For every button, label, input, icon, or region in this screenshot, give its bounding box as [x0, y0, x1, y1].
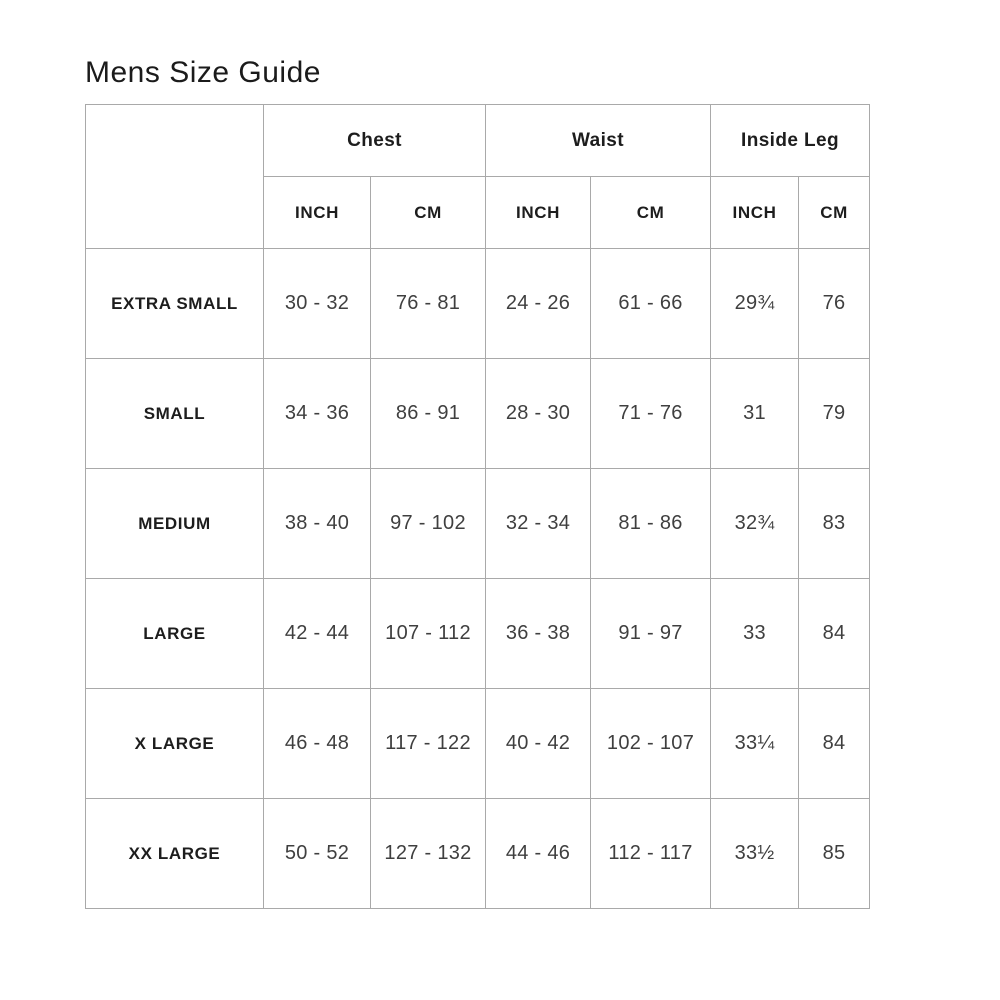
leg-inch-value: 31 [710, 358, 800, 469]
waist-cm-value: 112 - 117 [590, 798, 712, 909]
waist-inch-value: 44 - 46 [485, 798, 592, 909]
chest-cm-value: 117 - 122 [369, 688, 487, 799]
leg-cm-value: 83 [798, 468, 871, 579]
waist-cm-header: CM [590, 176, 712, 249]
chest-inch-value: 50 - 52 [263, 798, 371, 909]
size-label: XX LARGE [85, 798, 264, 909]
chest-inch-value: 42 - 44 [263, 578, 371, 689]
waist-inch-value: 36 - 38 [485, 578, 592, 689]
table-row: LARGE 42 - 44 107 - 112 36 - 38 91 - 97 … [85, 578, 871, 689]
leg-inch-value: 33¼ [710, 688, 800, 799]
size-guide-table: Chest Waist Inside Leg INCH CM INCH CM I… [85, 104, 871, 909]
chest-cm-value: 97 - 102 [369, 468, 487, 579]
table-row: MEDIUM 38 - 40 97 - 102 32 - 34 81 - 86 … [85, 468, 871, 579]
column-group-chest: Chest [262, 104, 487, 177]
leg-cm-value: 85 [798, 798, 871, 909]
column-group-inside-leg: Inside Leg [710, 104, 871, 177]
group-header-row: Chest Waist Inside Leg [85, 104, 871, 249]
corner-empty-cell [85, 104, 264, 249]
table-row: SMALL 34 - 36 86 - 91 28 - 30 71 - 76 31… [85, 358, 871, 469]
leg-cm-header: CM [798, 176, 871, 249]
table-row: XX LARGE 50 - 52 127 - 132 44 - 46 112 -… [85, 798, 871, 909]
leg-inch-value: 33½ [710, 798, 800, 909]
size-label: EXTRA SMALL [85, 248, 264, 359]
leg-cm-value: 84 [798, 688, 871, 799]
leg-inch-header: INCH [710, 176, 800, 249]
waist-inch-value: 28 - 30 [485, 358, 592, 469]
chest-cm-header: CM [369, 176, 487, 249]
size-label: SMALL [85, 358, 264, 469]
column-group-waist: Waist [485, 104, 712, 177]
chest-inch-value: 46 - 48 [263, 688, 371, 799]
leg-inch-value: 32¾ [710, 468, 800, 579]
unit-header-row: INCH CM INCH CM INCH CM [86, 176, 871, 249]
leg-cm-value: 76 [798, 248, 871, 359]
waist-cm-value: 102 - 107 [590, 688, 712, 799]
leg-cm-value: 84 [798, 578, 871, 689]
waist-inch-value: 32 - 34 [485, 468, 592, 579]
waist-cm-value: 61 - 66 [590, 248, 712, 359]
waist-cm-value: 71 - 76 [590, 358, 712, 469]
chest-cm-value: 76 - 81 [369, 248, 487, 359]
waist-inch-value: 24 - 26 [485, 248, 592, 359]
waist-inch-value: 40 - 42 [485, 688, 592, 799]
leg-inch-value: 33 [710, 578, 800, 689]
chest-inch-value: 38 - 40 [263, 468, 371, 579]
chest-inch-header: INCH [263, 176, 371, 249]
table-row: EXTRA SMALL 30 - 32 76 - 81 24 - 26 61 -… [85, 248, 871, 359]
chest-cm-value: 86 - 91 [369, 358, 487, 469]
waist-cm-value: 91 - 97 [590, 578, 712, 689]
size-label: LARGE [85, 578, 264, 689]
chest-cm-value: 127 - 132 [369, 798, 487, 909]
waist-cm-value: 81 - 86 [590, 468, 712, 579]
chest-inch-value: 30 - 32 [263, 248, 371, 359]
chest-cm-value: 107 - 112 [369, 578, 487, 689]
page-title: Mens Size Guide [85, 56, 321, 89]
waist-inch-header: INCH [485, 176, 592, 249]
chest-inch-value: 34 - 36 [263, 358, 371, 469]
table-row: X LARGE 46 - 48 117 - 122 40 - 42 102 - … [85, 688, 871, 799]
size-label: X LARGE [85, 688, 264, 799]
size-label: MEDIUM [85, 468, 264, 579]
leg-inch-value: 29¾ [710, 248, 800, 359]
leg-cm-value: 79 [798, 358, 871, 469]
